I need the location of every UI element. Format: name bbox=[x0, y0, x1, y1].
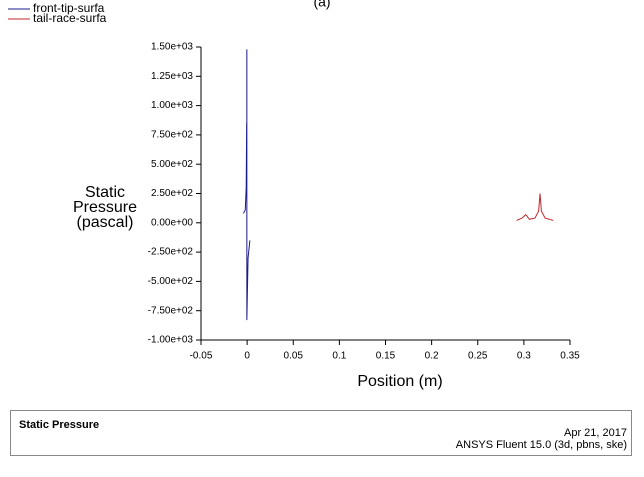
y-tick-label: 1.00e+03 bbox=[151, 100, 193, 111]
x-tick-label: 0 bbox=[244, 351, 250, 362]
footer-software: ANSYS Fluent 15.0 (3d, pbns, ske) bbox=[455, 439, 627, 451]
x-axis-label: Position (m) bbox=[357, 373, 442, 390]
chart: (a) Position (m) -1.00e+03 -7.50e+02 -5.00… bbox=[8, 0, 580, 390]
chart-title: (a) bbox=[313, 0, 330, 10]
y-tick-label: -5.00e+02 bbox=[148, 276, 194, 287]
y-tick-label: 1.25e+03 bbox=[151, 71, 193, 82]
footer-title: Static Pressure bbox=[19, 419, 100, 431]
y-tick-label: 7.50e+02 bbox=[151, 130, 193, 141]
y-tick-label: 1.50e+03 bbox=[151, 42, 193, 53]
y-tick-label: -1.00e+03 bbox=[148, 335, 194, 346]
x-tick-label: 0.2 bbox=[425, 351, 439, 362]
x-tick-label: 0.35 bbox=[560, 351, 580, 362]
y-tick-label: -2.50e+02 bbox=[148, 247, 194, 258]
legend-label: tail-race-surfa bbox=[33, 11, 107, 25]
x-tick-label: 0.1 bbox=[332, 351, 346, 362]
footer-date: Apr 21, 2017 bbox=[564, 427, 627, 439]
y-tick-label: -7.50e+02 bbox=[148, 305, 194, 316]
x-tick-label: -0.05 bbox=[190, 351, 213, 362]
y-axis-label: Static Pressure (pascal) bbox=[72, 184, 138, 231]
x-tick-label: 0.3 bbox=[517, 351, 531, 362]
y-tick-label: 2.50e+02 bbox=[151, 188, 193, 199]
y-tick-label: 5.00e+02 bbox=[151, 159, 193, 170]
x-tick-label: 0.05 bbox=[284, 351, 304, 362]
x-tick-label: 0.25 bbox=[468, 351, 488, 362]
footer: Static Pressure Apr 21, 2017 ANSYS Fluen… bbox=[10, 410, 632, 456]
x-tick-label: 0.15 bbox=[376, 351, 396, 362]
series-line bbox=[516, 193, 554, 221]
series-line bbox=[242, 49, 251, 321]
y-tick-label: 0.00e+00 bbox=[151, 217, 193, 228]
legend-label: front-tip-surfa bbox=[33, 1, 105, 15]
